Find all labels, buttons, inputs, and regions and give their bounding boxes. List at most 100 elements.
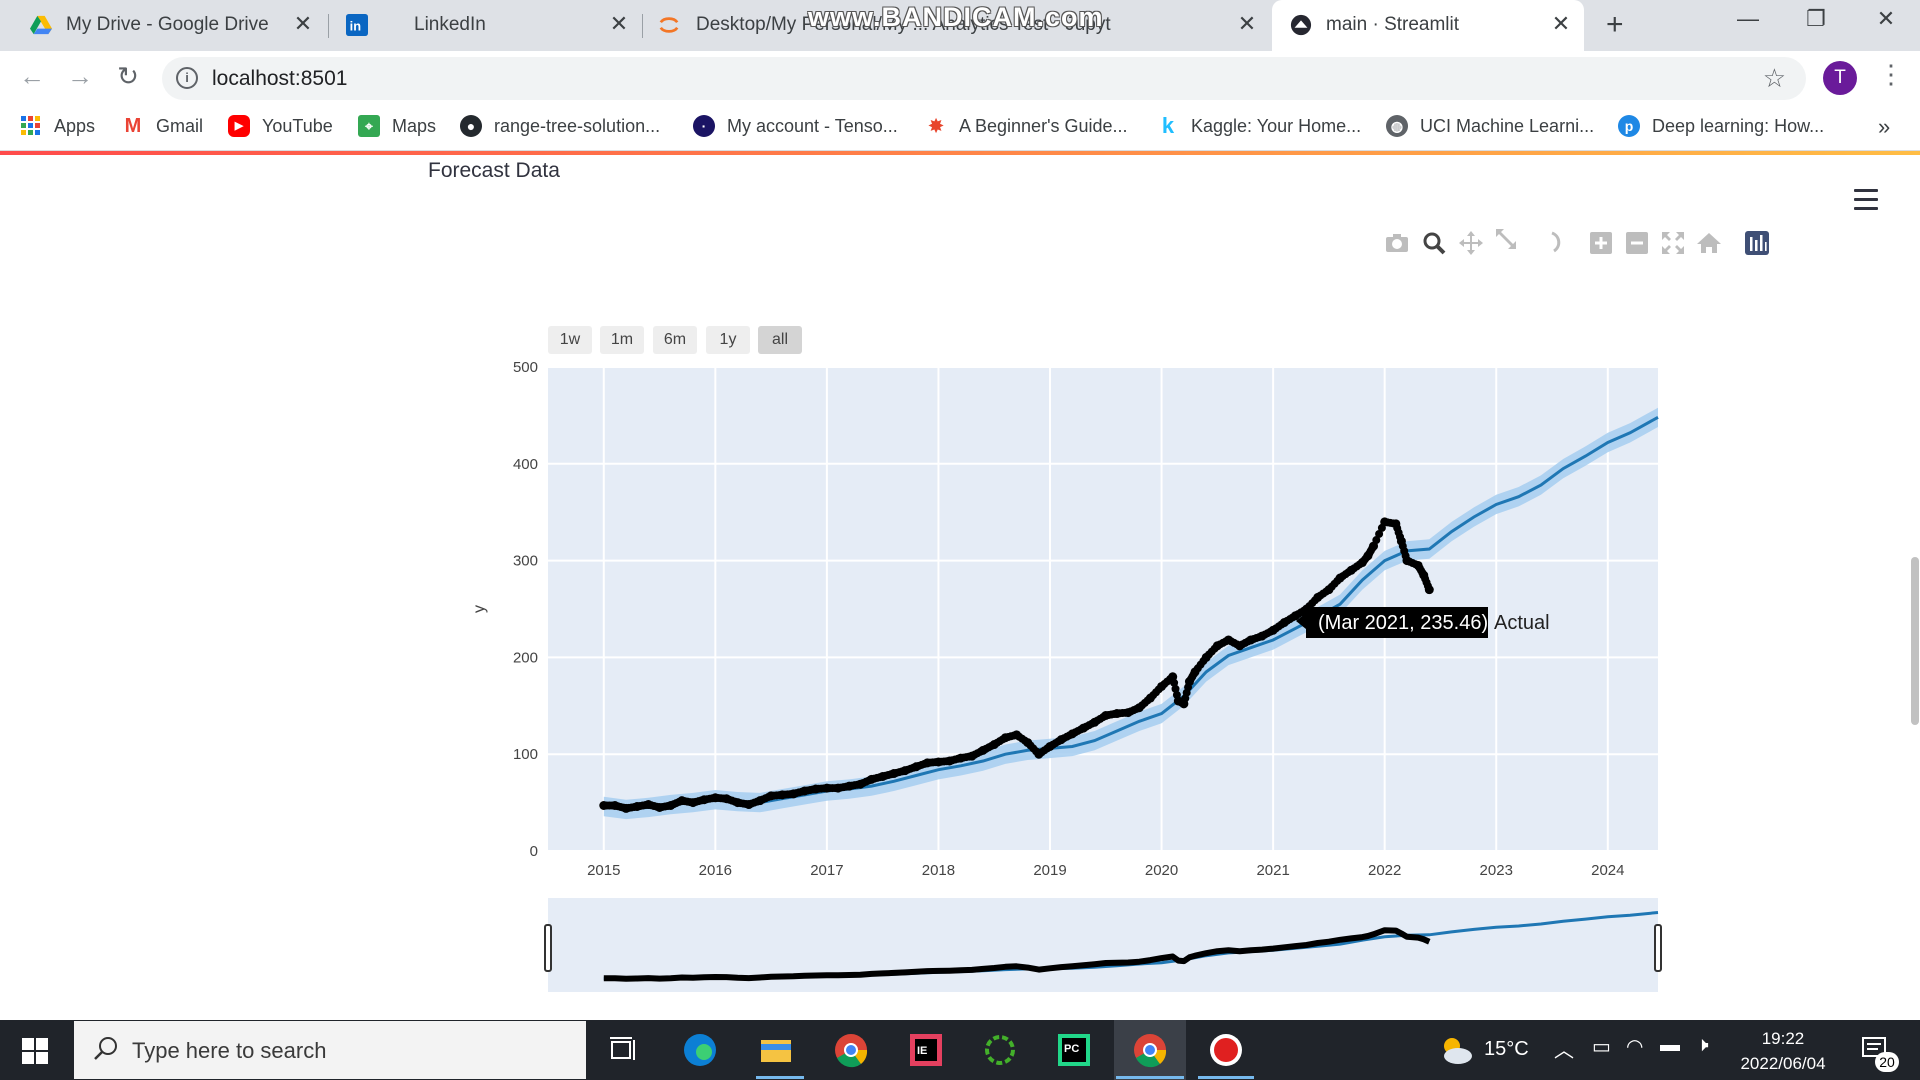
x-tick-label: 2018	[922, 862, 955, 879]
streamlit-icon	[1290, 14, 1312, 36]
x-tick-label: 2020	[1145, 862, 1178, 879]
tab-jupyter[interactable]: Desktop/My Personal/My ... Analytics Tes…	[644, 0, 1268, 51]
bookmark-apps[interactable]: Apps	[20, 115, 95, 137]
range-slider-left-handle[interactable]	[544, 924, 552, 972]
bookmark-deep-learning[interactable]: p Deep learning: How...	[1618, 115, 1824, 137]
battery-icon[interactable]: ▬	[1660, 1034, 1680, 1056]
taskbar-search-box[interactable]: Type here to search	[74, 1021, 586, 1079]
tray-overflow-chevron-icon[interactable]: ︿	[1554, 1040, 1574, 1062]
youtube-icon: ▶	[228, 115, 250, 137]
notification-center-icon[interactable]	[1860, 1034, 1890, 1064]
jupyter-ring-icon[interactable]	[980, 1030, 1020, 1070]
range-button-all[interactable]: all	[758, 326, 802, 354]
bookmark-maps[interactable]: ⌖ Maps	[358, 115, 436, 137]
bookmark-label: Apps	[54, 115, 96, 136]
autoscale-icon[interactable]	[1492, 225, 1520, 253]
zoom-icon[interactable]	[1420, 229, 1448, 257]
intellij-icon[interactable]: IE	[906, 1030, 946, 1070]
plotly-logo-icon[interactable]	[1743, 229, 1771, 257]
guide-icon: ✸	[928, 116, 944, 136]
camera-icon[interactable]	[1383, 229, 1411, 257]
home-icon[interactable]	[1695, 229, 1723, 257]
x-tick-label: 2016	[699, 862, 732, 879]
y-tick-label: 200	[513, 649, 538, 666]
range-slider-actual-line	[603, 927, 1431, 982]
bookmark-tensor-account[interactable]: · My account - Tenso...	[693, 115, 898, 137]
close-tab-icon[interactable]: ✕	[609, 11, 629, 36]
tab-streamlit[interactable]: main · Streamlit ✕	[1272, 0, 1584, 51]
task-view-icon[interactable]	[604, 1030, 644, 1070]
weather-temperature[interactable]: 15°C	[1484, 1038, 1529, 1060]
weather-cloud-sun-icon[interactable]	[1438, 1034, 1474, 1066]
back-arrow-icon[interactable]: ←	[19, 61, 45, 91]
uci-icon: ◍	[1386, 115, 1408, 137]
bookmark-beginners-guide[interactable]: ✸ A Beginner's Guide...	[925, 115, 1127, 137]
active-app-indicator	[1116, 1076, 1184, 1079]
lasso-icon[interactable]	[1544, 229, 1572, 257]
chrome-active-icon[interactable]	[1130, 1030, 1170, 1070]
x-tick-label: 2017	[810, 862, 843, 879]
new-tab-button[interactable]: +	[1606, 8, 1624, 41]
range-button-1y[interactable]: 1y	[706, 326, 750, 354]
site-info-icon[interactable]: i	[176, 67, 198, 89]
hover-tooltip: (Mar 2021, 235.46) Actual	[1296, 607, 1550, 638]
restore-window-button[interactable]: ❐	[1806, 6, 1826, 31]
menu-kebab-icon[interactable]: ⋮	[1878, 59, 1904, 89]
svg-text:in: in	[350, 19, 362, 34]
close-tab-icon[interactable]: ✕	[1237, 11, 1257, 36]
forward-arrow-icon[interactable]: →	[67, 61, 93, 91]
bookmark-label: My account - Tenso...	[727, 115, 898, 136]
search-placeholder: Type here to search	[132, 1038, 327, 1063]
x-tick-label: 2023	[1480, 862, 1513, 879]
bookmark-label: Kaggle: Your Home...	[1191, 115, 1362, 136]
page-scrollbar[interactable]	[1911, 557, 1919, 725]
bookmark-uci[interactable]: ◍ UCI Machine Learni...	[1386, 115, 1594, 137]
edge-icon[interactable]	[680, 1030, 720, 1070]
tab-google-drive[interactable]: My Drive - Google Drive ✕	[0, 0, 330, 51]
hamburger-menu-icon[interactable]	[1854, 189, 1878, 211]
url-text[interactable]: localhost:8501	[212, 67, 348, 90]
tooltip-series-label: Actual	[1494, 612, 1550, 634]
minimize-window-button[interactable]: —	[1737, 6, 1759, 31]
close-tab-icon[interactable]: ✕	[293, 11, 313, 36]
zoom-in-icon[interactable]	[1587, 229, 1615, 257]
reload-icon[interactable]: ↻	[117, 61, 139, 91]
range-button-1w[interactable]: 1w	[548, 326, 592, 354]
close-window-button[interactable]: ✕	[1876, 6, 1896, 31]
bookmark-kaggle[interactable]: k Kaggle: Your Home...	[1157, 115, 1361, 137]
range-button-6m[interactable]: 6m	[653, 326, 697, 354]
bookmark-github[interactable]: ● range-tree-solution...	[460, 115, 660, 137]
tab-linkedin[interactable]: in LinkedIn ✕	[330, 0, 642, 51]
kaggle-icon: k	[1161, 113, 1175, 138]
linkedin-icon: in	[346, 14, 368, 36]
file-explorer-icon[interactable]	[756, 1030, 796, 1070]
pycharm-icon[interactable]: PC	[1054, 1030, 1094, 1070]
zoom-out-icon[interactable]	[1623, 229, 1651, 257]
reset-axes-icon[interactable]	[1659, 229, 1687, 257]
notification-count-badge: 20	[1875, 1052, 1899, 1072]
chrome-icon[interactable]	[831, 1030, 871, 1070]
bookmark-star-icon[interactable]: ☆	[1762, 63, 1786, 93]
meet-now-icon[interactable]: ▭	[1592, 1036, 1611, 1058]
volume-muted-icon[interactable]: 🕨	[1696, 1034, 1709, 1056]
svg-text:IE: IE	[917, 1045, 927, 1057]
x-tick-label: 2024	[1591, 862, 1624, 879]
windows-start-icon[interactable]	[22, 1038, 48, 1064]
wifi-icon[interactable]: ◠	[1626, 1036, 1644, 1058]
range-slider-right-handle[interactable]	[1654, 924, 1662, 972]
pan-icon[interactable]	[1457, 229, 1485, 257]
range-button-1m[interactable]: 1m	[600, 326, 644, 354]
profile-avatar[interactable]: T	[1823, 61, 1857, 95]
bookmark-youtube[interactable]: ▶ YouTube	[228, 115, 333, 137]
forecast-chart[interactable]: 2015 2016 2017 2018 2019 2020 2021 2022 2023 2024…	[0, 155, 1920, 1017]
x-tick-label: 2015	[587, 862, 620, 879]
bandicam-record-icon[interactable]	[1206, 1030, 1246, 1070]
x-tick-label: 2019	[1033, 862, 1066, 879]
bookmark-gmail[interactable]: M Gmail	[122, 115, 203, 137]
more-bookmarks-icon[interactable]: »	[1878, 114, 1891, 139]
range-slider[interactable]	[544, 898, 1662, 992]
tensor-icon: ·	[693, 115, 715, 137]
close-tab-icon[interactable]: ✕	[1551, 11, 1571, 36]
address-bar[interactable]: i localhost:8501 ☆	[162, 57, 1806, 100]
system-clock[interactable]: 19:22 2022/06/04	[1728, 1026, 1838, 1076]
